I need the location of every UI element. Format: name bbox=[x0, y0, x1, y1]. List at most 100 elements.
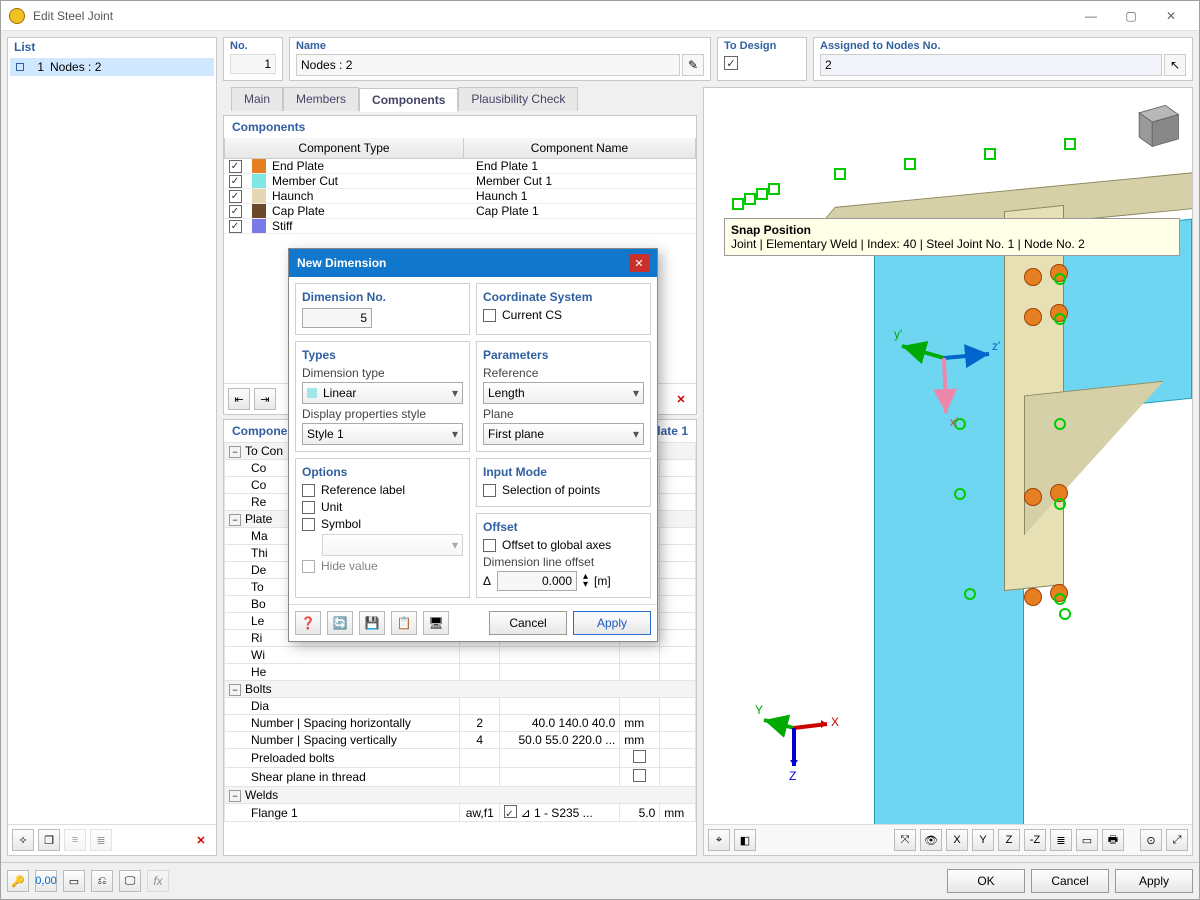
component-row[interactable]: Member Cut Member Cut 1 bbox=[224, 174, 696, 189]
dim-no-field[interactable]: 5 bbox=[302, 308, 372, 328]
minimize-button[interactable]: — bbox=[1071, 2, 1111, 30]
no-value: 1 bbox=[230, 54, 276, 74]
ref-label-checkbox[interactable] bbox=[302, 484, 315, 497]
sb-tool-2[interactable]: ⎌ bbox=[91, 870, 113, 892]
dlg-help-button[interactable]: ❓ bbox=[295, 611, 321, 635]
selection-points-checkbox[interactable] bbox=[483, 484, 496, 497]
snap-marker bbox=[1064, 138, 1076, 150]
close-button[interactable]: ✕ bbox=[1151, 2, 1191, 30]
dlg-screen-button[interactable]: 🖥 bbox=[423, 611, 449, 635]
bolt-icon bbox=[1024, 308, 1042, 326]
vp-eye-button[interactable]: 👁 bbox=[920, 829, 942, 851]
component-checkbox[interactable] bbox=[229, 160, 242, 173]
symbol-combo bbox=[322, 534, 463, 556]
dlg-apply-button[interactable]: Apply bbox=[573, 611, 651, 635]
apply-button[interactable]: Apply bbox=[1115, 869, 1193, 893]
list-tool-button-1[interactable]: ≡ bbox=[64, 829, 86, 851]
reference-combo[interactable]: Length bbox=[483, 382, 644, 404]
list-item[interactable]: 1 Nodes : 2 bbox=[10, 58, 214, 76]
sb-tool-4[interactable]: fx bbox=[147, 870, 169, 892]
list-delete-button[interactable]: ✕ bbox=[190, 829, 212, 851]
vp-view-button[interactable]: ◧ bbox=[734, 829, 756, 851]
sb-units-icon[interactable]: 0,00 bbox=[35, 870, 57, 892]
comp-indent-right-button[interactable]: ⇥ bbox=[254, 388, 276, 410]
snap-marker bbox=[1054, 313, 1066, 325]
component-row[interactable]: Stiff bbox=[224, 219, 696, 234]
component-checkbox[interactable] bbox=[229, 190, 242, 203]
vp-pick-button[interactable]: ⌖ bbox=[708, 829, 730, 851]
vp-layers-button[interactable]: ≣ bbox=[1050, 829, 1072, 851]
component-checkbox[interactable] bbox=[229, 220, 242, 233]
hide-value-checkbox bbox=[302, 560, 315, 573]
dlg-save-button[interactable]: 💾 bbox=[359, 611, 385, 635]
snap-marker bbox=[744, 193, 756, 205]
assigned-pick-button[interactable]: ↖ bbox=[1164, 54, 1186, 76]
assigned-input[interactable] bbox=[820, 54, 1162, 76]
plane-combo[interactable]: First plane bbox=[483, 423, 644, 445]
vp-print-button[interactable]: 🖶 bbox=[1102, 829, 1124, 851]
nav-cube[interactable] bbox=[1128, 96, 1184, 152]
component-swatch bbox=[252, 174, 266, 188]
svg-text:Y: Y bbox=[755, 703, 763, 717]
to-design-checkbox[interactable] bbox=[724, 56, 738, 70]
snap-marker bbox=[834, 168, 846, 180]
viewport-3d[interactable]: y' z' x' bbox=[703, 87, 1193, 856]
dlg-refresh-button[interactable]: 🔄 bbox=[327, 611, 353, 635]
offset-global-checkbox[interactable] bbox=[483, 539, 496, 552]
tab-components[interactable]: Components bbox=[359, 88, 458, 112]
component-type: Stiff bbox=[272, 219, 472, 233]
list-new-button[interactable]: ✧ bbox=[12, 829, 34, 851]
maximize-button[interactable]: ▢ bbox=[1111, 2, 1151, 30]
vp-x-view-button[interactable]: X bbox=[946, 829, 968, 851]
dlg-cancel-button[interactable]: Cancel bbox=[489, 611, 567, 635]
vp-magnet-button[interactable]: ⊙ bbox=[1140, 829, 1162, 851]
comp-indent-left-button[interactable]: ⇤ bbox=[228, 388, 250, 410]
component-row[interactable]: Haunch Haunch 1 bbox=[224, 189, 696, 204]
vp-z-view-button[interactable]: Z bbox=[998, 829, 1020, 851]
component-checkbox[interactable] bbox=[229, 205, 242, 218]
symbol-checkbox[interactable] bbox=[302, 518, 315, 531]
vp-y-view-button[interactable]: Y bbox=[972, 829, 994, 851]
vp-neg-z-view-button[interactable]: -Z bbox=[1024, 829, 1046, 851]
vp-box-button[interactable]: ▭ bbox=[1076, 829, 1098, 851]
list-copy-button[interactable]: ❐ bbox=[38, 829, 60, 851]
dim-type-combo[interactable]: Linear bbox=[302, 382, 463, 404]
component-type: End Plate bbox=[272, 159, 472, 173]
sb-tool-1[interactable]: ▭ bbox=[63, 870, 85, 892]
dlg-copyup-button[interactable]: 📋 bbox=[391, 611, 417, 635]
window-title: Edit Steel Joint bbox=[33, 9, 1071, 23]
bolt-icon bbox=[1024, 588, 1042, 606]
snap-marker bbox=[1059, 608, 1071, 620]
list-tool-button-2[interactable]: ≣ bbox=[90, 829, 112, 851]
name-input[interactable] bbox=[296, 54, 680, 76]
ok-button[interactable]: OK bbox=[947, 869, 1025, 893]
component-row[interactable]: End Plate End Plate 1 bbox=[224, 159, 696, 174]
unit-checkbox[interactable] bbox=[302, 501, 315, 514]
dialog-close-button[interactable]: ✕ bbox=[629, 254, 649, 272]
no-panel: No. 1 bbox=[223, 37, 283, 81]
component-row[interactable]: Cap Plate Cap Plate 1 bbox=[224, 204, 696, 219]
component-swatch bbox=[252, 204, 266, 218]
snap-marker bbox=[768, 183, 780, 195]
display-style-combo[interactable]: Style 1 bbox=[302, 423, 463, 445]
tab-members[interactable]: Members bbox=[283, 87, 359, 111]
comp-delete-button[interactable]: ✕ bbox=[670, 388, 692, 410]
vp-axes-button[interactable]: ⤧ bbox=[894, 829, 916, 851]
component-name: Member Cut 1 bbox=[472, 174, 696, 188]
current-cs-checkbox[interactable] bbox=[483, 309, 496, 322]
sb-lock-icon[interactable]: 🔑 bbox=[7, 870, 29, 892]
component-swatch bbox=[252, 219, 266, 233]
tab-main[interactable]: Main bbox=[231, 87, 283, 111]
snap-marker bbox=[904, 158, 916, 170]
dialog-titlebar[interactable]: New Dimension ✕ bbox=[289, 249, 657, 277]
cancel-button[interactable]: Cancel bbox=[1031, 869, 1109, 893]
name-edit-button[interactable]: ✎ bbox=[682, 54, 704, 76]
tab-plausibility[interactable]: Plausibility Check bbox=[458, 87, 578, 111]
components-header: Component Type Component Name bbox=[224, 138, 696, 159]
component-checkbox[interactable] bbox=[229, 175, 242, 188]
sb-tool-3[interactable]: 🖵 bbox=[119, 870, 141, 892]
snap-tooltip: Snap Position Joint | Elementary Weld | … bbox=[724, 218, 1180, 256]
name-panel: Name ✎ bbox=[289, 37, 711, 81]
vp-expand-button[interactable]: ⤢ bbox=[1166, 829, 1188, 851]
offset-value-field[interactable]: 0.000 bbox=[497, 571, 577, 591]
